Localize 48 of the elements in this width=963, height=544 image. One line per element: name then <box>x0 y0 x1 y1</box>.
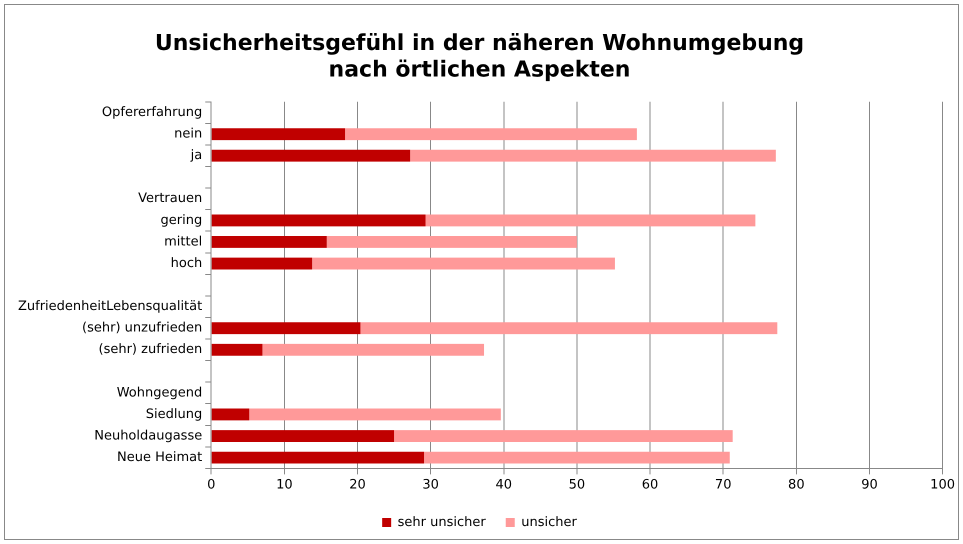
x-tick-label: 60 <box>642 478 658 493</box>
y-tick-label: Siedlung <box>146 406 202 422</box>
y-tick-label: Neuholdaugasse <box>94 428 202 444</box>
bar <box>212 258 312 270</box>
bar <box>212 344 262 356</box>
y-tick-label: ZufriedenheitLebensqualität <box>18 299 202 314</box>
bar <box>212 236 327 248</box>
bar <box>212 408 250 420</box>
bar <box>262 344 484 356</box>
x-tick-label: 80 <box>788 478 805 493</box>
bar <box>345 128 637 140</box>
x-tick-label: 0 <box>207 478 216 493</box>
x-tick-label: 70 <box>714 478 732 493</box>
bar <box>212 322 360 334</box>
bar <box>312 258 615 270</box>
bar <box>426 214 756 226</box>
y-tick-label: gering <box>160 212 202 228</box>
x-tick-label: 90 <box>861 478 878 493</box>
bar <box>424 452 730 464</box>
legend-label: sehr unsicher <box>398 514 486 530</box>
x-tick-label: 30 <box>422 478 439 493</box>
bar <box>212 214 426 226</box>
x-tick-label: 100 <box>930 478 956 493</box>
legend-label: unsicher <box>521 514 578 530</box>
x-tick-label: 20 <box>349 478 366 493</box>
bar <box>394 430 733 442</box>
bar <box>410 150 776 162</box>
y-tick-label: (sehr) zufrieden <box>98 342 202 358</box>
y-tick-label: ja <box>190 148 202 164</box>
chart-title: Unsicherheitsgefühl in der näheren Wohnumgebung nach örtlichen Aspekten <box>154 30 804 82</box>
y-tick-label: hoch <box>170 256 202 271</box>
bar <box>249 408 501 420</box>
y-tick-label: Neue Heimat <box>117 450 202 465</box>
y-tick-label: nein <box>174 126 202 142</box>
y-tick-label: Vertrauen <box>138 191 202 206</box>
bar <box>212 128 346 140</box>
bar <box>212 452 424 464</box>
y-tick-label: mittel <box>164 234 202 250</box>
bar <box>360 322 778 334</box>
bar <box>212 430 394 442</box>
bar <box>212 150 410 162</box>
y-tick-label: Wohngegend <box>116 385 202 400</box>
bar <box>326 236 577 248</box>
x-tick-label: 40 <box>496 478 512 493</box>
x-tick-label: 10 <box>276 478 293 493</box>
y-tick-label: (sehr) unzufrieden <box>82 320 202 336</box>
x-tick-label: 50 <box>568 478 586 493</box>
y-tick-label: Opfererfahrung <box>102 104 202 120</box>
